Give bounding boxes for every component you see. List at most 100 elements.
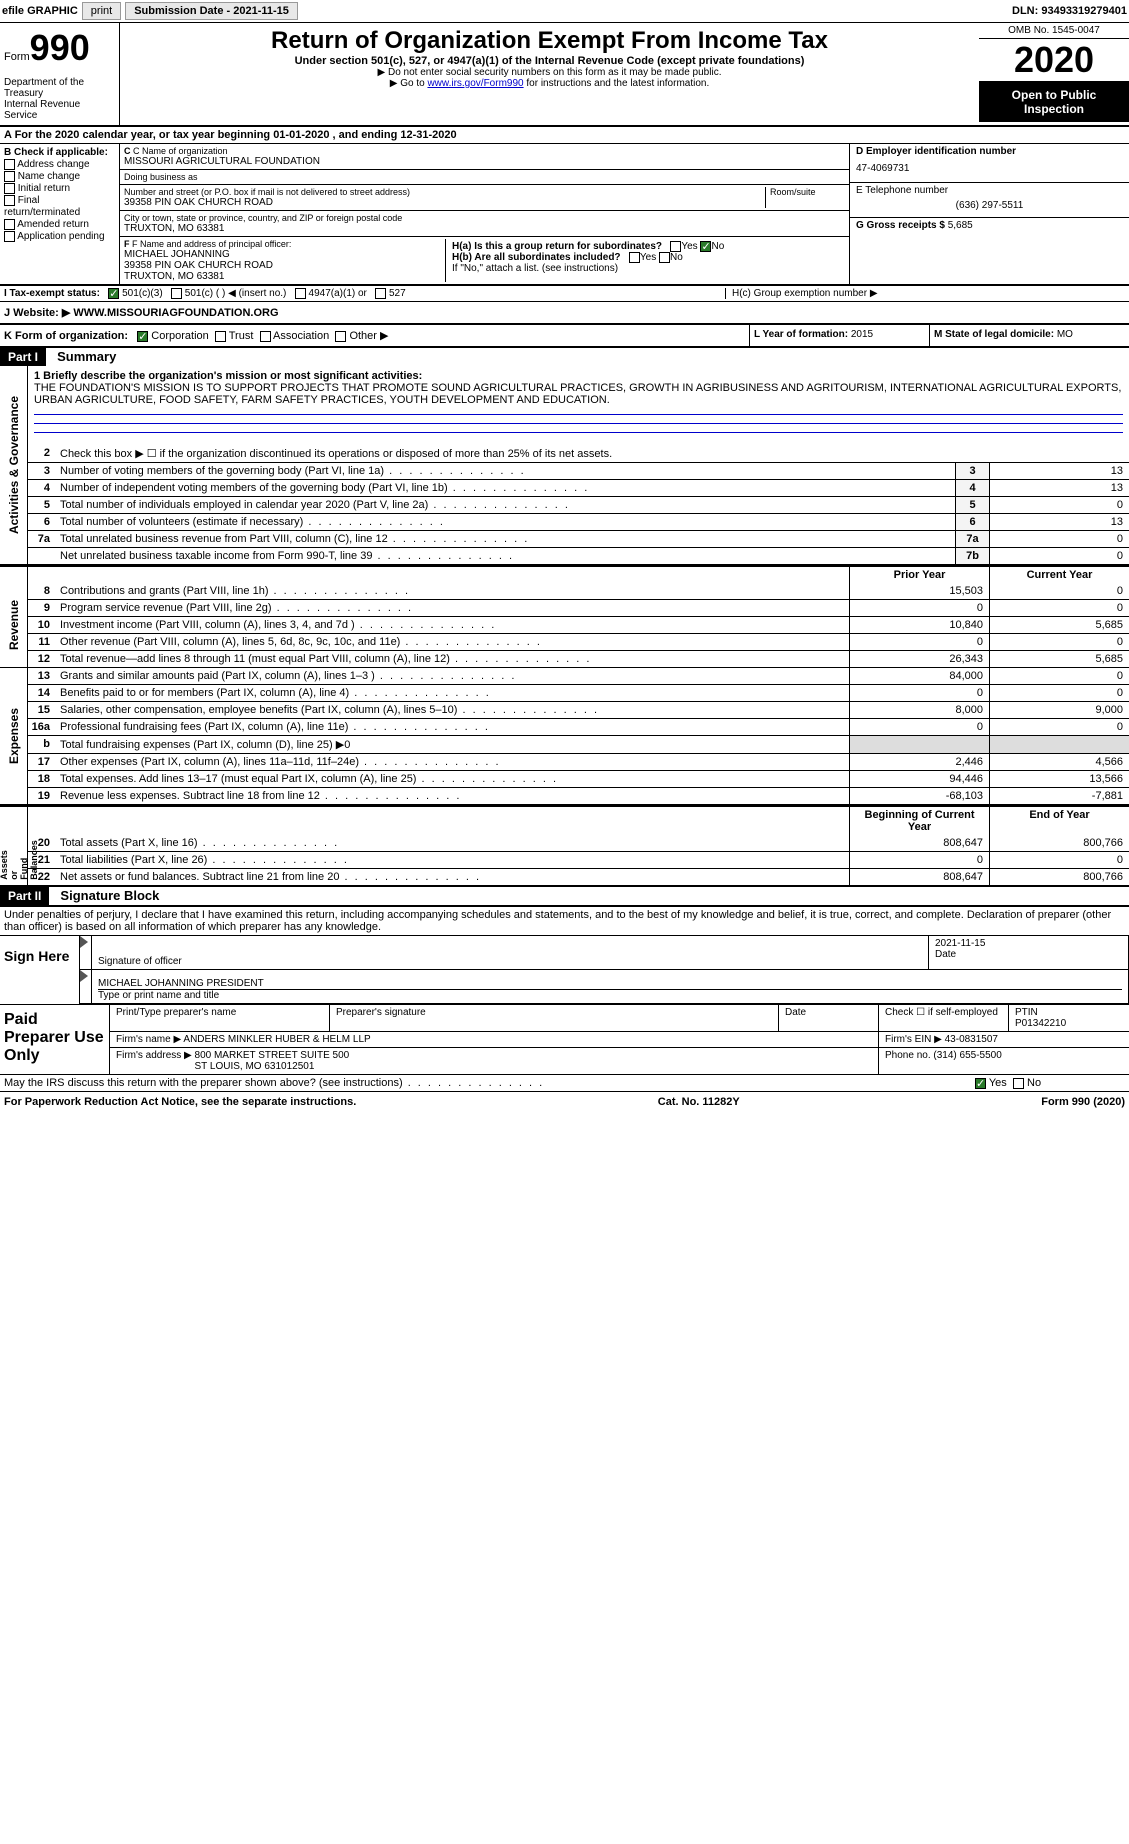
prior-value: 0 — [849, 852, 989, 868]
row-j-website: J Website: ▶ WWW.MISSOURIAGFOUNDATION.OR… — [0, 302, 1129, 325]
firm-ein: 43-0831507 — [945, 1034, 998, 1045]
prior-value: 0 — [849, 685, 989, 701]
g-label: G Gross receipts $ — [856, 220, 945, 231]
paid-preparer-label: Paid Preparer Use Only — [0, 1005, 110, 1074]
line-box: 4 — [955, 480, 989, 496]
part-2-tag: Part II — [0, 887, 49, 905]
city-state-zip: TRUXTON, MO 63381 — [124, 223, 845, 234]
part-2-header-row: Part II Signature Block — [0, 887, 1129, 905]
expenses-section: Expenses 13Grants and similar amounts pa… — [0, 668, 1129, 805]
governance-section: Activities & Governance 1 Briefly descri… — [0, 366, 1129, 565]
current-value: 0 — [989, 583, 1129, 599]
line-num: 7a — [28, 531, 56, 547]
current-value: 9,000 — [989, 702, 1129, 718]
org-name: MISSOURI AGRICULTURAL FOUNDATION — [124, 156, 845, 167]
line-num: 9 — [28, 600, 56, 616]
ptin-label: PTIN — [1015, 1007, 1123, 1018]
b-item: Application pending — [4, 231, 115, 242]
line-text: Net unrelated business taxable income fr… — [56, 548, 955, 564]
firm-name-label: Firm's name ▶ — [116, 1034, 181, 1045]
f-label: F F Name and address of principal office… — [124, 239, 445, 249]
revenue-section: Revenue 8Contributions and grants (Part … — [0, 583, 1129, 668]
print-button[interactable]: print — [82, 2, 121, 20]
line-num: 14 — [28, 685, 56, 701]
signature-block: Under penalties of perjury, I declare th… — [0, 905, 1129, 1091]
prep-self-label: Check ☐ if self-employed — [879, 1005, 1009, 1031]
line-text: Total unrelated business revenue from Pa… — [56, 531, 955, 547]
sig-intro: Under penalties of perjury, I declare th… — [0, 907, 1129, 935]
prep-phone: (314) 655-5500 — [933, 1050, 1001, 1061]
current-value: 800,766 — [989, 835, 1129, 851]
footer-right: Form 990 (2020) — [1041, 1096, 1125, 1108]
b-item: Final return/terminated — [4, 195, 115, 217]
mission-label: 1 Briefly describe the organization's mi… — [34, 370, 1123, 382]
current-value: 800,766 — [989, 869, 1129, 885]
line-text: Number of voting members of the governin… — [56, 463, 955, 479]
officer-name: MICHAEL JOHANNING — [124, 249, 445, 260]
line-num: 8 — [28, 583, 56, 599]
side-revenue: Revenue — [7, 600, 21, 650]
current-value: -7,881 — [989, 788, 1129, 804]
prior-value: 0 — [849, 634, 989, 650]
top-bar: efile GRAPHIC print Submission Date - 20… — [0, 0, 1129, 23]
row-i: I Tax-exempt status: 501(c)(3) 501(c) ( … — [4, 288, 725, 299]
efile-label: efile GRAPHIC — [2, 5, 78, 17]
b-item: Initial return — [4, 183, 115, 194]
h-c-label: H(c) Group exemption number ▶ — [732, 288, 1125, 299]
line-text: Professional fundraising fees (Part IX, … — [56, 719, 849, 735]
side-expenses: Expenses — [7, 708, 21, 764]
line-text: Contributions and grants (Part VIII, lin… — [56, 583, 849, 599]
part-1-header-row: Part I Summary — [0, 348, 1129, 366]
current-value: 0 — [989, 685, 1129, 701]
current-value: 0 — [989, 668, 1129, 684]
firm-ein-label: Firm's EIN ▶ — [885, 1034, 942, 1045]
line-num: 6 — [28, 514, 56, 530]
end-year-head: End of Year — [989, 807, 1129, 835]
irs-link[interactable]: www.irs.gov/Form990 — [427, 78, 523, 89]
current-value: 4,566 — [989, 754, 1129, 770]
sign-here-label: Sign Here — [0, 936, 80, 1004]
prior-value: 8,000 — [849, 702, 989, 718]
phone-label: Phone no. — [885, 1050, 931, 1061]
line-text: Total liabilities (Part X, line 26) — [56, 852, 849, 868]
part-2-title: Signature Block — [52, 886, 167, 905]
page-footer: For Paperwork Reduction Act Notice, see … — [0, 1091, 1129, 1112]
form-title: Return of Organization Exempt From Incom… — [128, 27, 971, 55]
line-num: b — [28, 736, 56, 753]
prior-value: 15,503 — [849, 583, 989, 599]
row-i-j: I Tax-exempt status: 501(c)(3) 501(c) ( … — [0, 285, 1129, 302]
room-label: Room/suite — [770, 187, 845, 197]
h-b-label: H(b) Are all subordinates included? Yes … — [452, 252, 839, 263]
b-label: B Check if applicable: — [4, 147, 115, 158]
row-a-tax-year: A For the 2020 calendar year, or tax yea… — [0, 127, 1129, 144]
omb-number: OMB No. 1545-0047 — [979, 23, 1129, 39]
submission-date: Submission Date - 2021-11-15 — [125, 2, 298, 20]
line-value: 13 — [989, 463, 1129, 479]
line-value: 0 — [989, 497, 1129, 513]
line-text: Total number of volunteers (estimate if … — [56, 514, 955, 530]
phone-value: (636) 297-5511 — [856, 196, 1123, 215]
b-item: Name change — [4, 171, 115, 182]
line-value: 13 — [989, 514, 1129, 530]
sig-officer-label: Signature of officer — [98, 956, 922, 967]
line-box: 5 — [955, 497, 989, 513]
h-note: If "No," attach a list. (see instruction… — [452, 263, 839, 274]
line-text: Other revenue (Part VIII, column (A), li… — [56, 634, 849, 650]
note-2: ▶ Go to www.irs.gov/Form990 for instruct… — [128, 78, 971, 89]
line-num — [28, 548, 56, 564]
section-b-to-h: B Check if applicable: Address change Na… — [0, 144, 1129, 285]
prior-value: 94,446 — [849, 771, 989, 787]
current-value: 5,685 — [989, 651, 1129, 667]
prior-value: 10,840 — [849, 617, 989, 633]
dept-label: Department of the Treasury Internal Reve… — [4, 77, 115, 121]
prior-value: 26,343 — [849, 651, 989, 667]
prior-value: 808,647 — [849, 835, 989, 851]
line-text: Other expenses (Part IX, column (A), lin… — [56, 754, 849, 770]
line-num: 4 — [28, 480, 56, 496]
street-address: 39358 PIN OAK CHURCH ROAD — [124, 197, 765, 208]
line-num: 18 — [28, 771, 56, 787]
line-text: Number of independent voting members of … — [56, 480, 955, 496]
current-year-head: Current Year — [989, 567, 1129, 583]
net-assets-section: Net Assets or Fund Balances 20Total asse… — [0, 835, 1129, 887]
current-value: 0 — [989, 852, 1129, 868]
